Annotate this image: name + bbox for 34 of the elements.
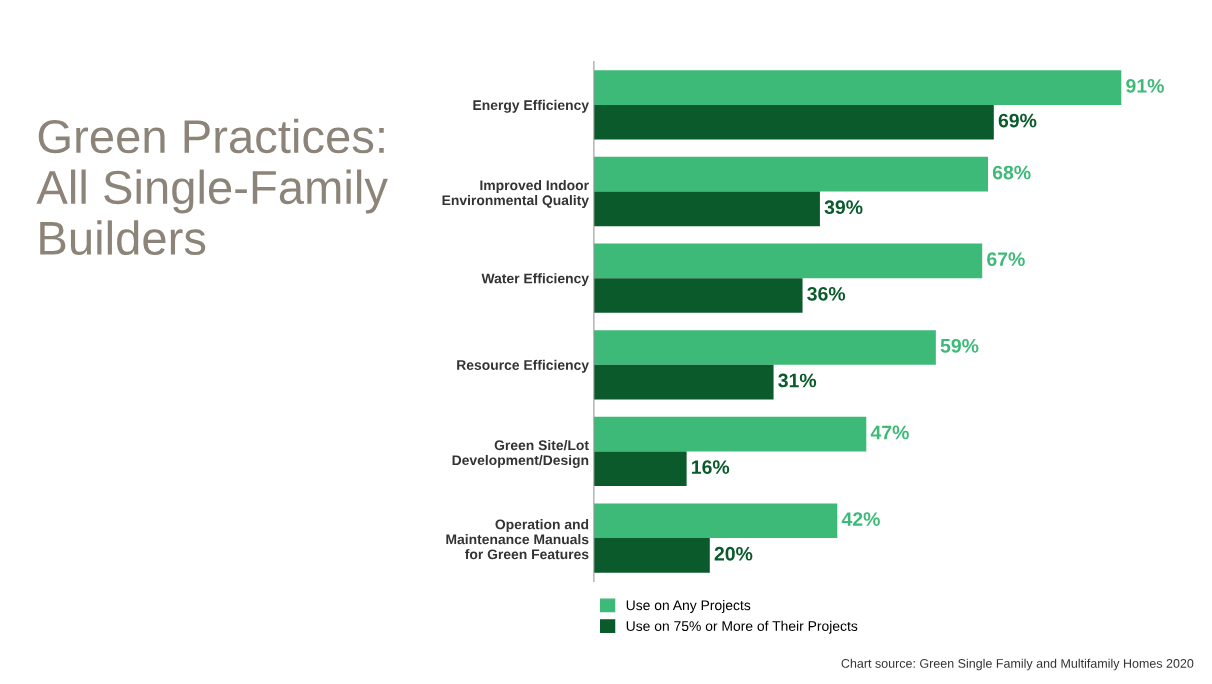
data-label: 16% <box>692 460 730 474</box>
bar <box>593 156 989 192</box>
data-label: 36% <box>807 286 846 301</box>
data-label: 69% <box>998 113 1037 128</box>
bar <box>593 191 820 227</box>
data-label: 39% <box>824 200 863 215</box>
data-label: 68% <box>992 165 1031 180</box>
data-label: 91% <box>1126 79 1164 93</box>
data-label: 59% <box>940 338 979 353</box>
bar <box>593 364 774 400</box>
y-tick-label: Energy Efficiency <box>473 99 589 113</box>
bar <box>593 451 687 487</box>
text: Green Practices: All Single-Family Builders <box>36 118 388 256</box>
bar <box>593 416 867 452</box>
y-tick-label: Green Site/Lot Development/Design <box>452 439 589 468</box>
data-label: 42% <box>841 512 880 526</box>
data-label: 20% <box>714 546 753 561</box>
legend-label: Use on Any Projects <box>626 600 751 613</box>
data-label: 67% <box>987 252 1025 267</box>
bar <box>593 278 803 313</box>
y-tick-label: Water Efficiency <box>481 273 589 287</box>
bar <box>593 538 710 573</box>
data-label: 31% <box>778 373 817 388</box>
legend-label: Use on 75% or More of Their Projects <box>626 620 858 634</box>
y-tick-label: Resource Efficiency <box>457 359 589 373</box>
bar <box>593 104 994 140</box>
bar <box>593 503 838 539</box>
data-label: 47% <box>870 425 909 440</box>
y-tick-label: Improved Indoor Environmental Quality <box>442 180 589 208</box>
y-tick-label: Operation and Maintenance Manuals for Green Features <box>446 519 589 560</box>
bar <box>593 70 1122 105</box>
text: Chart source: Green Single Family and Multifamily Homes 2020 <box>841 658 1194 671</box>
bar <box>593 330 936 365</box>
bar <box>593 243 983 279</box>
